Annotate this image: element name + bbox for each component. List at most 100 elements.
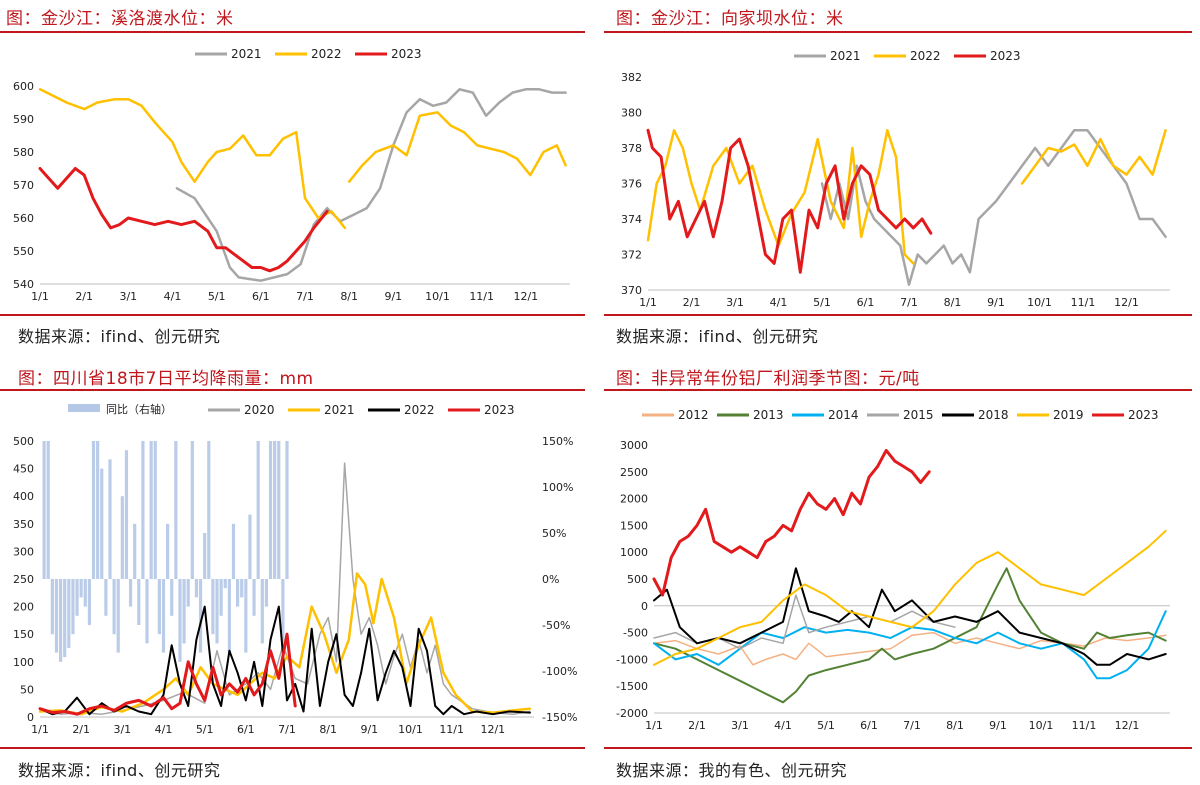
x-tick-label: 5/1	[208, 290, 226, 303]
y-tick-label: 372	[621, 249, 642, 262]
yoy-bar	[87, 579, 91, 625]
x-tick-label: 9/1	[987, 296, 1005, 309]
y-tick-label: 2000	[620, 493, 648, 506]
yoy-bar	[256, 441, 260, 579]
series-line-2018	[653, 567, 1167, 666]
y2-tick-label: -50%	[542, 619, 570, 632]
y-tick-label: 370	[621, 284, 642, 297]
yoy-bar	[157, 579, 161, 635]
y-tick-label: 400	[13, 490, 34, 503]
legend-label-2015: 2015	[903, 408, 934, 422]
x-tick-label: 2/1	[688, 719, 706, 732]
x-tick-label: 2/1	[72, 723, 90, 736]
legend-label-2023: 2023	[1128, 408, 1159, 422]
yoy-bar	[108, 459, 112, 579]
x-tick-label: 9/1	[989, 719, 1007, 732]
footer-rule	[604, 747, 1192, 749]
yoy-bar	[194, 579, 199, 598]
yoy-bar	[190, 441, 194, 579]
source-note-xiangjiaba: 数据来源：ifind、创元研究	[616, 327, 819, 346]
x-tick-label: 11/1	[469, 290, 494, 303]
yoy-bar	[42, 441, 46, 579]
yoy-bar	[252, 579, 256, 616]
title-rule	[604, 389, 1192, 391]
y-tick-label: 580	[13, 146, 34, 159]
x-tick-label: 1/1	[639, 296, 657, 309]
x-tick-label: 6/1	[237, 723, 255, 736]
y-tick-label: 3000	[620, 439, 648, 452]
legend-label-2022: 2022	[311, 47, 342, 61]
y-tick-label: 500	[13, 435, 34, 448]
chart-title-xiangjiaba: 图：金沙江：向家坝水位：米	[616, 9, 844, 29]
x-tick-label: 10/1	[1029, 719, 1054, 732]
x-tick-label: 7/1	[296, 290, 314, 303]
footer-rule	[0, 314, 585, 316]
y-tick-label: -1500	[616, 680, 648, 693]
yoy-bar	[153, 441, 157, 579]
yoy-bar	[100, 468, 104, 579]
y-tick-label: 2500	[620, 466, 648, 479]
yoy-bar	[75, 579, 79, 616]
x-tick-label: 6/1	[860, 719, 878, 732]
y-tick-label: 1500	[620, 519, 648, 532]
x-tick-label: 1/1	[645, 719, 663, 732]
legend-label-2019: 2019	[1053, 408, 1084, 422]
y-tick-label: 376	[621, 178, 642, 191]
y-tick-label: 382	[621, 71, 642, 84]
chart-xiluodu-water-level: 540 550 560 570 580 590 600 1/1 2/1 3/1 4/1 5/1 6/1 7…	[13, 47, 570, 303]
y-tick-label: 50	[20, 683, 34, 696]
x-tick-label: 3/1	[731, 719, 749, 732]
x-tick-label: 12/1	[513, 290, 538, 303]
x-tick-label: 11/1	[439, 723, 464, 736]
x-tick-label: 2/1	[75, 290, 93, 303]
yoy-bar	[104, 579, 108, 616]
title-rule	[0, 389, 585, 391]
legend-label-2020: 2020	[244, 403, 275, 417]
legend-label-2012: 2012	[678, 408, 709, 422]
y-tick-label: 560	[13, 212, 34, 225]
yoy-bar	[96, 441, 100, 579]
yoy-bar	[203, 533, 207, 579]
x-tick-label: 7/1	[278, 723, 296, 736]
series-line-2021	[38, 572, 532, 716]
source-note-aluminum: 数据来源：我的有色、创元研究	[616, 761, 848, 780]
footer-rule	[604, 314, 1192, 316]
yoy-bar	[141, 441, 145, 579]
legend-label-yoy: 同比（右轴）	[106, 402, 172, 416]
yoy-bar	[211, 579, 215, 635]
legend-label-2021: 2021	[830, 49, 861, 63]
yoy-bar	[71, 579, 75, 635]
y-tick-label: 100	[13, 656, 34, 669]
legend-label-2022: 2022	[404, 403, 435, 417]
chart-sichuan-rainfall: 0 50 100 150 200 250 300 350 400 450 500 1/1 2/1 3/1 4…	[13, 402, 577, 736]
yoy-bar	[231, 523, 236, 579]
x-tick-label: 4/1	[155, 723, 173, 736]
y2-tick-label: -150%	[542, 711, 577, 724]
yoy-bar	[63, 579, 67, 658]
yoy-bar	[227, 579, 231, 653]
series-line-2022	[39, 605, 531, 716]
series-line-2023	[38, 167, 329, 273]
legend-label-2018: 2018	[978, 408, 1009, 422]
legend-label-2021: 2021	[231, 47, 262, 61]
y2-tick-label: 0%	[542, 573, 559, 586]
x-tick-label: 1/1	[31, 290, 49, 303]
legend-label-2023: 2023	[391, 47, 422, 61]
x-tick-label: 12/1	[1115, 719, 1140, 732]
y2-tick-label: -100%	[542, 665, 577, 678]
series-line-2023	[652, 448, 931, 597]
x-tick-label: 10/1	[398, 723, 423, 736]
yoy-bar	[268, 441, 273, 579]
x-tick-label: 10/1	[425, 290, 450, 303]
series-line-2022	[347, 111, 567, 183]
x-tick-label: 12/1	[1114, 296, 1139, 309]
legend-label-2023: 2023	[484, 403, 515, 417]
x-tick-label: 4/1	[164, 290, 182, 303]
series-line-2021	[175, 88, 567, 282]
x-tick-label: 3/1	[119, 290, 137, 303]
series-line-2022	[38, 88, 347, 230]
y-tick-label: 300	[13, 545, 34, 558]
yoy-bar	[277, 441, 281, 579]
x-tick-label: 11/1	[1071, 296, 1096, 309]
yoy-bar	[116, 579, 120, 653]
